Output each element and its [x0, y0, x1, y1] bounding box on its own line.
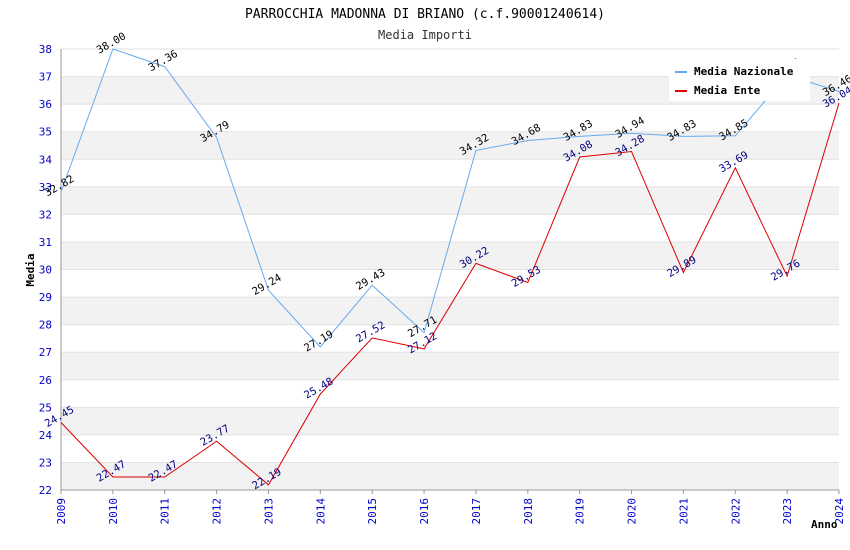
plot-background-bands [61, 49, 839, 490]
x-tick-label: 2013 [262, 498, 275, 525]
y-tick-label: 35 [39, 126, 52, 139]
x-tick-label: 2012 [211, 498, 224, 525]
y-tick-label: 27 [39, 346, 52, 359]
series-lines [60, 48, 840, 486]
plot-band [61, 324, 839, 353]
y-tick-label: 29 [39, 291, 52, 304]
plot-band [61, 104, 839, 132]
x-axis-label: Anno [811, 518, 838, 531]
y-tick-label: 33 [39, 181, 52, 194]
x-tick-label: 2011 [159, 498, 172, 525]
legend-label-media-ente: Media Ente [694, 84, 761, 97]
x-tick-label: 2018 [522, 498, 535, 525]
series-line-media-ente [60, 102, 840, 486]
y-tick-label: 25 [39, 401, 52, 414]
y-tick-labels: 22 23 24 25 26 27 28 29 30 31 32 33 34 35 36 37 38 [39, 43, 53, 497]
plot-band [61, 214, 839, 242]
plot-band [61, 352, 839, 380]
y-tick-label: 28 [39, 319, 52, 332]
legend-label-media-nazionale: Media Nazionale [694, 65, 794, 78]
x-tick-label: 2017 [470, 498, 483, 525]
chart-subtitle: Media Importi [378, 28, 472, 42]
y-tick-label: 31 [39, 236, 52, 249]
y-tick-label: 34 [39, 153, 53, 166]
y-tick-label: 26 [39, 374, 52, 387]
x-tick-label: 2010 [107, 498, 120, 525]
x-tick-label: 2015 [366, 498, 379, 525]
x-tick-labels: 2009 2010 2011 2012 2013 2014 2015 2016 2017 2018… [55, 490, 846, 525]
x-tick-label: 2016 [418, 498, 431, 525]
plot-band [61, 407, 839, 435]
chart-title: PARROCCHIA MADONNA DI BRIANO (c.f.900012… [245, 7, 605, 22]
y-tick-label: 36 [39, 98, 52, 111]
y-tick-label: 37 [39, 71, 52, 84]
plot-band [61, 269, 839, 298]
plot-band [61, 186, 839, 215]
x-tick-label: 2024 [833, 498, 846, 525]
plot-band [61, 159, 839, 187]
y-tick-label: 32 [39, 208, 52, 221]
grid-lines [61, 48, 839, 491]
x-tick-label: 2009 [55, 498, 68, 525]
y-axis-label: Media [24, 253, 37, 286]
x-tick-label: 2021 [677, 498, 690, 525]
x-tick-label: 2020 [626, 498, 639, 525]
x-tick-label: 2014 [314, 498, 327, 525]
y-tick-label: 24 [39, 429, 53, 442]
y-tick-label: 23 [39, 456, 52, 469]
y-tick-label: 30 [39, 264, 52, 277]
series-line-media-nazionale [60, 48, 840, 348]
plot-band [61, 297, 839, 325]
legend: Media Nazionale Media Ente [669, 59, 810, 101]
y-tick-label: 22 [39, 484, 52, 497]
x-tick-label: 2023 [781, 498, 794, 525]
plot-band [61, 379, 839, 408]
y-tick-label: 38 [39, 43, 52, 56]
plot-band [61, 241, 839, 270]
plot-band [61, 434, 839, 463]
plot-band [61, 462, 839, 490]
legend-box [669, 59, 810, 101]
x-tick-label: 2019 [574, 498, 587, 525]
x-tick-label: 2022 [729, 498, 742, 525]
